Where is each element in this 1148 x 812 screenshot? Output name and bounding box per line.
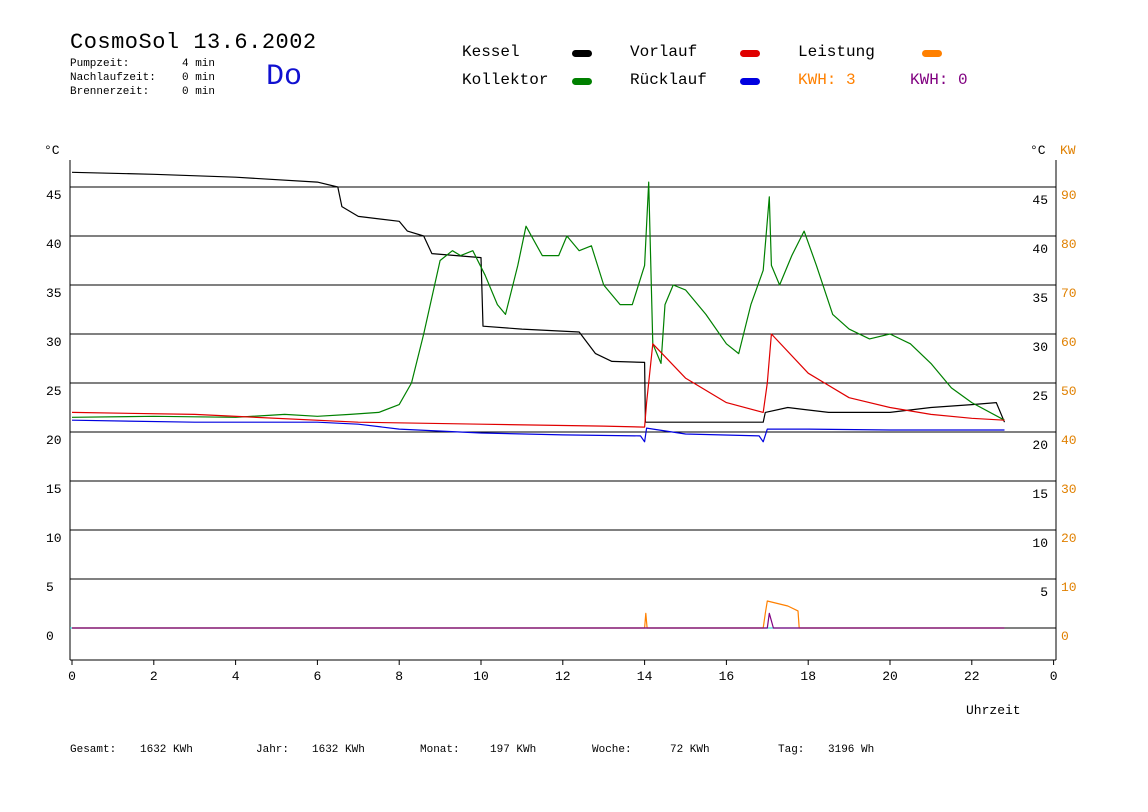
y2-tick-label: 0 — [1061, 629, 1069, 644]
y-tick-label-left: 0 — [46, 629, 54, 644]
y-tick-label-right: 5 — [1040, 585, 1048, 600]
legend-kwh-leistung: KWH: 3 — [798, 71, 856, 89]
y-tick-label-left: 10 — [46, 531, 62, 546]
footer-label-tag: Tag: — [778, 744, 805, 756]
footer-value-jahr: 1632 KWh — [312, 744, 365, 756]
y2-tick-label: 90 — [1061, 188, 1077, 203]
x-tick-label: 22 — [964, 669, 980, 684]
x-tick-label: 6 — [313, 669, 321, 684]
x-tick-label: 8 — [395, 669, 403, 684]
y-tick-label-right: 25 — [1032, 389, 1048, 404]
legend-label-kessel: Kessel — [462, 43, 520, 61]
legend-label-ruecklauf: Rücklauf — [630, 71, 707, 89]
legend-swatch-leistung — [922, 50, 942, 57]
x-tick-label: 12 — [555, 669, 571, 684]
legend-swatch-kessel — [572, 50, 592, 57]
footer-value-woche: 72 KWh — [670, 744, 710, 756]
y-axis-unit-left: °C — [44, 143, 60, 158]
y2-axis-unit: KW — [1060, 143, 1076, 158]
y-tick-label-left: 35 — [46, 286, 62, 301]
y2-tick-label: 60 — [1061, 335, 1077, 350]
series-line-kwh2 — [72, 612, 1005, 629]
x-axis-label: Uhrzeit — [966, 703, 1021, 718]
footer-label-woche: Woche: — [592, 744, 632, 756]
y-tick-label-left: 40 — [46, 237, 62, 252]
y-tick-label-left: 15 — [46, 482, 62, 497]
y-tick-label-left: 25 — [46, 384, 62, 399]
x-tick-label: 20 — [882, 669, 898, 684]
x-tick-label: 10 — [473, 669, 489, 684]
stat-value-nachlaufzeit: 0 min — [182, 72, 216, 84]
x-tick-label: 14 — [637, 669, 653, 684]
legend-kwh-second: KWH: 0 — [910, 71, 968, 89]
y2-tick-label: 20 — [1061, 531, 1077, 546]
y-tick-label-right: 45 — [1032, 193, 1048, 208]
series-line-kessel — [71, 171, 1006, 423]
x-tick-label: 2 — [150, 669, 158, 684]
y-axis-unit-right: °C — [1030, 143, 1046, 158]
legend-label-vorlauf: Vorlauf — [630, 43, 698, 61]
y-tick-label-right: 15 — [1032, 487, 1048, 502]
y2-tick-label: 40 — [1061, 433, 1077, 448]
y-tick-label-right: 30 — [1032, 340, 1048, 355]
stat-value-brennerzeit: 0 min — [182, 86, 216, 98]
weekday-label: Do — [266, 60, 303, 94]
legend-label-leistung: Leistung — [798, 43, 875, 61]
x-tick-label: 18 — [800, 669, 816, 684]
stat-label-nachlaufzeit: Nachlaufzeit: — [70, 72, 156, 84]
series-line-leistung — [72, 600, 1005, 629]
footer-label-jahr: Jahr: — [256, 744, 290, 756]
stat-value-pumpzeit: 4 min — [182, 58, 216, 70]
x-tick-label: 0 — [1050, 669, 1058, 684]
footer-value-gesamt: 1632 KWh — [140, 744, 193, 756]
legend-swatch-vorlauf — [740, 50, 760, 57]
y-tick-label-left: 45 — [46, 188, 62, 203]
x-tick-label: 4 — [232, 669, 240, 684]
footer-value-tag: 3196 Wh — [828, 744, 875, 756]
y-tick-label-right: 35 — [1032, 291, 1048, 306]
footer-label-monat: Monat: — [420, 744, 460, 756]
y-tick-label-left: 5 — [46, 580, 54, 595]
y-tick-label-right: 10 — [1032, 536, 1048, 551]
x-tick-label: 16 — [719, 669, 735, 684]
y2-tick-label: 50 — [1061, 384, 1077, 399]
legend-label-kollektor: Kollektor — [462, 71, 549, 89]
series-line-kollektor — [71, 181, 1005, 421]
legend-swatch-kollektor — [572, 78, 592, 85]
series-line-vorlauf — [71, 333, 1005, 428]
series-line-ruecklauf — [71, 419, 1005, 443]
x-tick-label: 0 — [68, 669, 76, 684]
y2-tick-label: 70 — [1061, 286, 1077, 301]
y-tick-label-right: 20 — [1032, 438, 1048, 453]
y2-tick-label: 10 — [1061, 580, 1077, 595]
y-tick-label-left: 20 — [46, 433, 62, 448]
legend-swatch-ruecklauf — [740, 78, 760, 85]
footer-label-gesamt: Gesamt: — [70, 744, 117, 756]
y2-tick-label: 80 — [1061, 237, 1077, 252]
y-tick-label-left: 30 — [46, 335, 62, 350]
stat-label-pumpzeit: Pumpzeit: — [70, 58, 130, 70]
y2-tick-label: 30 — [1061, 482, 1077, 497]
y-tick-label-right: 40 — [1032, 242, 1048, 257]
chart-title: CosmoSol 13.6.2002 — [70, 30, 317, 55]
footer-value-monat: 197 KWh — [490, 744, 537, 756]
stat-label-brennerzeit: Brennerzeit: — [70, 86, 150, 98]
